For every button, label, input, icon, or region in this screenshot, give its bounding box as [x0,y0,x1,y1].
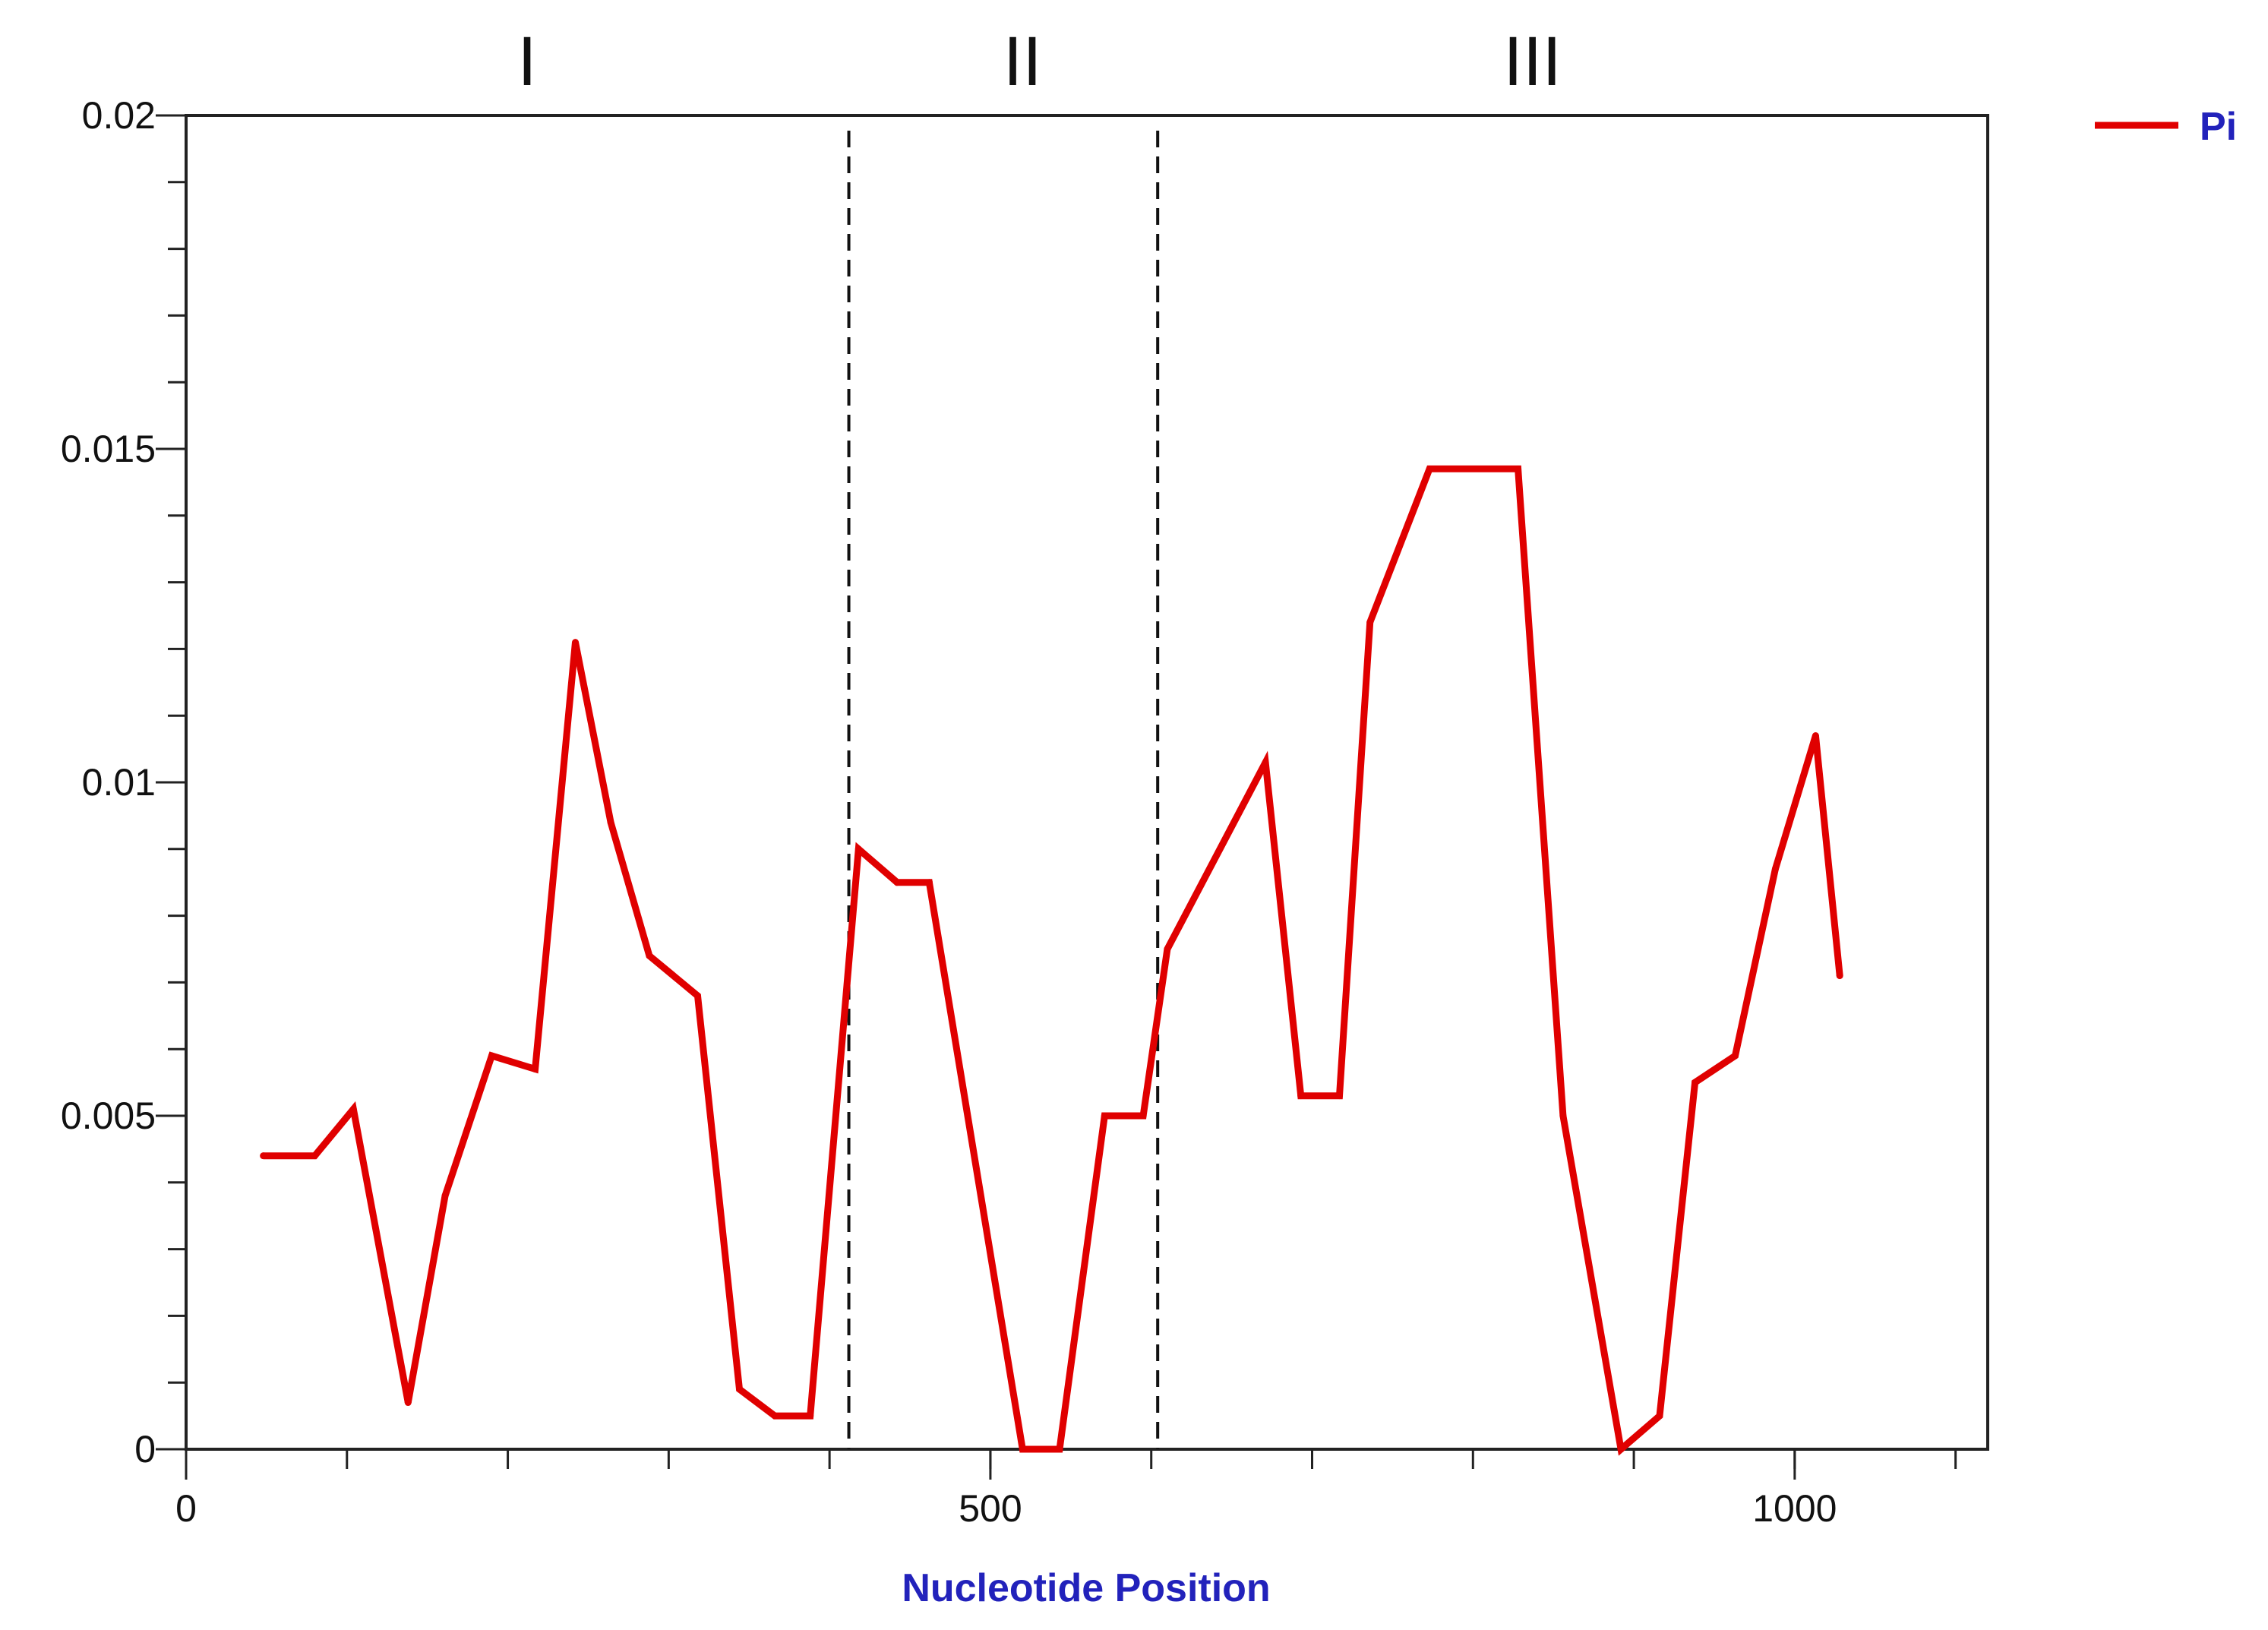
data-point [926,879,933,886]
data-point [1297,1092,1304,1099]
data-point [1366,619,1373,626]
y-tick-label: 0.01 [82,761,156,804]
region-label-i: I [517,23,537,100]
data-point [1837,972,1843,979]
y-tick-label: 0 [134,1428,156,1470]
data-point [572,639,579,646]
legend-label-pi: Pi [2200,105,2237,149]
data-point [646,952,652,959]
data-point [1336,1092,1343,1099]
data-point [1692,1079,1698,1086]
y-tick-label: 0.015 [61,428,156,470]
y-tick-label: 0.005 [61,1095,156,1137]
data-point [1732,1052,1739,1059]
data-point [772,1413,779,1420]
data-point [694,992,701,999]
data-point [1164,946,1170,952]
data-point [1056,1446,1063,1453]
data-point [1772,866,1779,873]
data-point [1019,1446,1026,1453]
data-point [405,1399,412,1406]
data-point [1101,1113,1108,1120]
data-point [350,1106,357,1113]
data-point [807,1413,813,1420]
data-point [894,879,901,886]
x-tick-label: 1000 [1752,1487,1837,1530]
data-point [855,845,862,852]
data-point [1812,732,1819,739]
data-point [488,1052,495,1059]
x-tick-label: 500 [959,1487,1022,1530]
data-point [1515,466,1521,472]
data-point [1618,1446,1625,1453]
region-label-ii: II [1003,23,1042,100]
data-point [441,1192,448,1199]
x-axis-title: Nucleotide Position [902,1566,1270,1610]
data-point [311,1152,318,1159]
data-point [1426,466,1433,472]
data-point [260,1152,267,1159]
data-point [608,819,614,826]
data-point [736,1385,743,1392]
data-point [1262,759,1269,766]
x-tick-label: 0 [175,1487,197,1530]
data-point [1559,1113,1566,1120]
y-tick-label: 0.02 [82,94,156,137]
data-point [1656,1413,1663,1420]
region-label-iii: III [1503,23,1562,100]
data-point [532,1066,539,1072]
data-point [1140,1113,1147,1120]
